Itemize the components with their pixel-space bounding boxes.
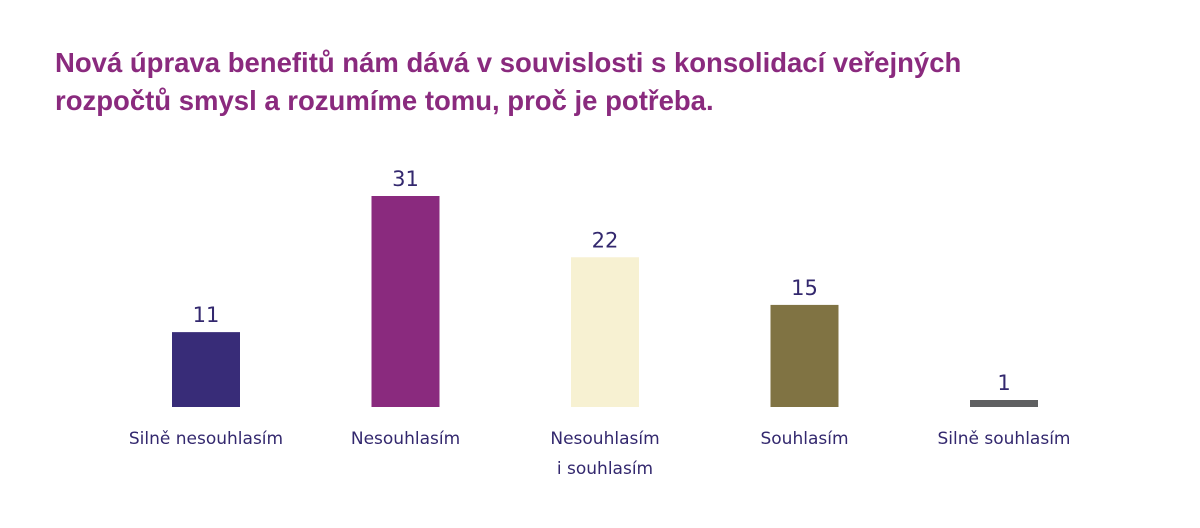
bar-nesouhlasim bbox=[371, 196, 440, 407]
chart-title: Nová úprava benefitů nám dává v souvislo… bbox=[55, 44, 1055, 120]
chart-title-line-2: rozpočtů smysl a rozumíme tomu, proč je … bbox=[55, 85, 714, 116]
bar-silne-souhlasim bbox=[970, 400, 1038, 407]
data-label-silne-souhlasim: 1 bbox=[997, 371, 1010, 395]
bar-souhlasim bbox=[770, 304, 839, 407]
bar-nesouhlasim-i-souhlasim bbox=[571, 257, 639, 407]
data-label-nesouhlasim-i-souhlasim: 22 bbox=[592, 228, 619, 252]
bar-silne-nesouhlasim bbox=[172, 332, 240, 407]
category-label-silne-nesouhlasim: Silně nesouhlasím bbox=[129, 429, 283, 449]
chart-title-line-1: Nová úprava benefitů nám dává v souvislo… bbox=[55, 47, 962, 78]
category-label-nesouhlasim-i-souhlasim-line-1: Nesouhlasím bbox=[550, 429, 659, 449]
data-label-nesouhlasim: 31 bbox=[392, 167, 419, 191]
category-label-nesouhlasim: Nesouhlasím bbox=[351, 429, 460, 449]
category-label-nesouhlasim-i-souhlasim-line-2: i souhlasím bbox=[557, 459, 653, 479]
data-label-silne-nesouhlasim: 11 bbox=[193, 303, 220, 327]
category-label-souhlasim: Souhlasím bbox=[760, 429, 848, 449]
category-label-silne-souhlasim: Silně souhlasím bbox=[938, 429, 1071, 449]
data-label-souhlasim: 15 bbox=[791, 276, 818, 300]
